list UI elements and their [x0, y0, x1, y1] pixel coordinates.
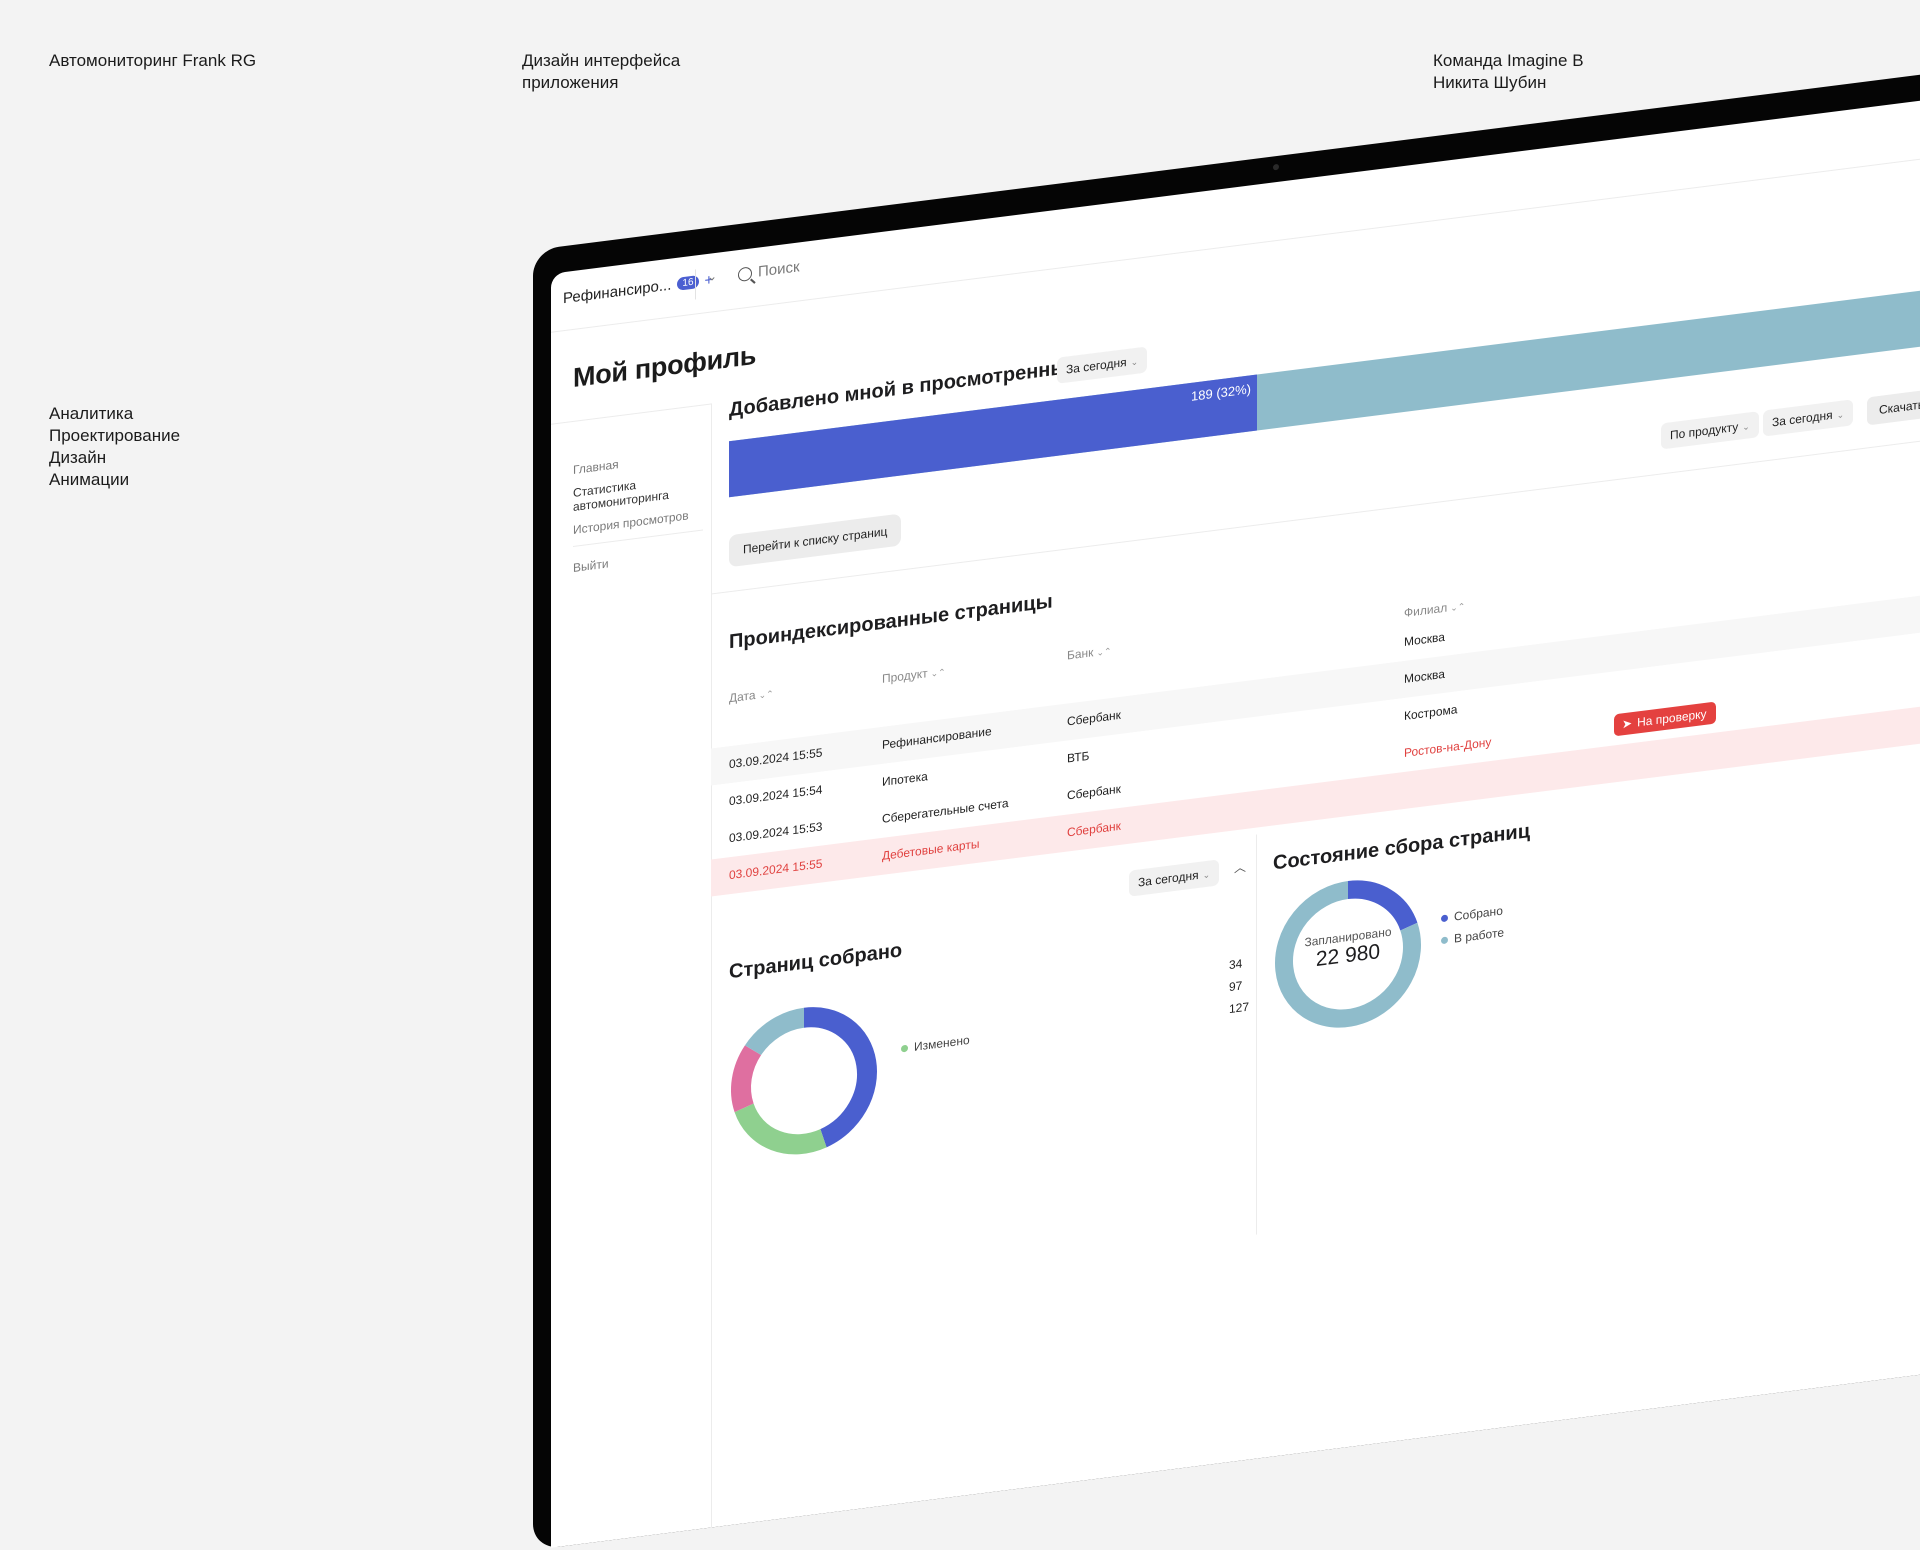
- cell-date: 03.09.2024 15:55: [729, 745, 823, 772]
- donut-segment-3: [744, 1007, 805, 1056]
- status-title: Состояние сбора страниц: [1273, 820, 1530, 875]
- cell-branch: Москва: [1404, 629, 1445, 649]
- legend-dot: [1441, 914, 1448, 923]
- viewed-progress-label: 189 (32%): [1191, 381, 1251, 404]
- collected-donut-chart: [731, 1007, 877, 1155]
- clipboard-badge: 3: [1901, 4, 1915, 18]
- tab-divider: [695, 269, 696, 300]
- services-list: Аналитика Проектирование Дизайн Анимации: [49, 404, 181, 489]
- donut-segment-2: [731, 1045, 762, 1113]
- sidebar: Главная Статистика автомониторинга Истор…: [573, 447, 703, 584]
- legend-dot: [901, 1044, 908, 1053]
- column-product-label: Продукт: [882, 666, 928, 686]
- product-tab[interactable]: Рефинансиро... 16 +: [563, 271, 713, 307]
- cell-product: Рефинансирование: [882, 724, 992, 752]
- camera-dot: [1273, 163, 1279, 171]
- cell-bank: Сбербанк: [1067, 781, 1121, 803]
- donut-segment-0: [1347, 880, 1418, 931]
- legend-label: Собрано: [1454, 903, 1503, 924]
- column-date-header[interactable]: Дата ⌄⌃: [729, 686, 774, 706]
- cards-divider: [1256, 834, 1257, 1235]
- chevron-down-icon: ⌄: [1202, 869, 1211, 881]
- donut-segment-1: [1275, 881, 1421, 1028]
- viewed-period-value: За сегодня: [1066, 355, 1127, 377]
- cell-bank: Сбербанк: [1067, 818, 1121, 840]
- indexed-title: Проиндексированные страницы: [729, 590, 1053, 654]
- send-to-review-label: На проверку: [1637, 706, 1707, 730]
- column-bank-label: Банк: [1067, 645, 1094, 663]
- legend-label: Изменено: [914, 1032, 970, 1054]
- column-date-label: Дата: [729, 687, 756, 706]
- collected-number: 97: [1229, 978, 1243, 995]
- top-bar: Рефинансиро... 16 + ⌄ Поиск ◷18 ▯3 🔔︎: [551, 4, 1920, 333]
- sort-icon: ⌄⌃: [1096, 645, 1112, 658]
- cell-branch-error: Ростов-на-Дону: [1404, 734, 1492, 760]
- donut-segment-0: [803, 1007, 877, 1148]
- collected-number: 34: [1229, 956, 1243, 973]
- filter-product-value: По продукту: [1670, 419, 1739, 443]
- cell-bank: ВТБ: [1067, 748, 1090, 766]
- sort-icon: ⌄⌃: [1450, 601, 1466, 614]
- collected-number: 127: [1229, 999, 1250, 1017]
- search-box[interactable]: Поиск: [738, 258, 800, 283]
- logout-link[interactable]: Выйти: [573, 556, 609, 575]
- app-screen: Рефинансиро... 16 + ⌄ Поиск ◷18 ▯3 🔔︎ Мо…: [551, 4, 1920, 1548]
- page-title: Мой профиль: [573, 339, 757, 393]
- clipboard-icon[interactable]: ▯ 3: [1885, 4, 1915, 36]
- cell-date: 03.09.2024 15:55: [729, 856, 823, 883]
- title-divider: [551, 403, 711, 425]
- chevron-down-icon: ⌄: [1130, 356, 1139, 368]
- search-input[interactable]: Поиск: [758, 258, 800, 281]
- cell-date: 03.09.2024 15:54: [729, 782, 823, 809]
- sort-icon: ⌄⌃: [930, 666, 946, 679]
- team-label: Команда Imagine B Никита Шубин: [1433, 51, 1584, 92]
- sort-icon: ⌄⌃: [758, 688, 774, 701]
- collected-title: Страниц собрано: [729, 939, 903, 984]
- viewed-period-select[interactable]: За сегодня ⌄: [1057, 346, 1148, 384]
- cell-branch: Кострома: [1404, 702, 1458, 723]
- cell-bank: Сбербанк: [1067, 707, 1121, 729]
- cell-date: 03.09.2024 15:53: [729, 819, 823, 846]
- cell-branch: Москва: [1404, 666, 1445, 686]
- monitor-frame: Рефинансиро... 16 + ⌄ Поиск ◷18 ▯3 🔔︎ Мо…: [533, 0, 1920, 1550]
- paper-plane-icon: ➤: [1622, 716, 1633, 732]
- goto-pages-button[interactable]: Перейти к списку страниц: [729, 513, 902, 568]
- project-label: Автомониторинг Frank RG: [49, 51, 257, 70]
- filter-product-select[interactable]: По продукту ⌄: [1661, 411, 1759, 450]
- work-type-label: Дизайн интерфейса приложения: [522, 51, 681, 92]
- header-icons: ◷18 ▯3 🔔︎: [1839, 4, 1920, 41]
- chevron-down-icon: ⌄: [1836, 409, 1845, 421]
- cell-product: Сберегательные счета: [882, 795, 1009, 826]
- cell-product: Дебетовые карты: [882, 836, 980, 863]
- send-to-review-button[interactable]: ➤ На проверку: [1614, 701, 1716, 737]
- product-tab-label: Рефинансиро...: [563, 276, 672, 308]
- filter-period-select[interactable]: За сегодня ⌄: [1763, 399, 1854, 437]
- filter-period-value: За сегодня: [1772, 407, 1833, 430]
- column-branch-label: Филиал: [1404, 600, 1448, 620]
- cell-product: Ипотека: [882, 769, 928, 789]
- sidebar-item-statistics[interactable]: Статистика автомониторинга: [573, 477, 669, 514]
- collected-period-select[interactable]: За сегодня ⌄: [1129, 859, 1220, 897]
- clock-calendar-icon[interactable]: ◷ 18: [1839, 7, 1869, 41]
- collected-period-value: За сегодня: [1138, 867, 1199, 890]
- search-icon: [738, 265, 752, 282]
- status-legend-item: Собрано: [1441, 903, 1503, 925]
- legend-label: В работе: [1454, 925, 1505, 946]
- donut-segment-1: [734, 1103, 827, 1155]
- column-bank-header[interactable]: Банк ⌄⌃: [1067, 643, 1112, 663]
- status-legend-item: В работе: [1441, 925, 1504, 947]
- chevron-down-icon[interactable]: ⌄: [707, 268, 718, 285]
- chevron-up-icon[interactable]: ︿: [1234, 859, 1247, 876]
- collected-legend-item: Изменено: [901, 1033, 970, 1056]
- legend-dot: [1441, 936, 1448, 945]
- sidebar-divider: [711, 403, 712, 1548]
- status-donut-chart: [1275, 880, 1421, 1028]
- calendar-badge: 18: [1850, 7, 1869, 24]
- download-button[interactable]: Скачать: [1867, 388, 1920, 426]
- chevron-down-icon: ⌄: [1742, 421, 1750, 433]
